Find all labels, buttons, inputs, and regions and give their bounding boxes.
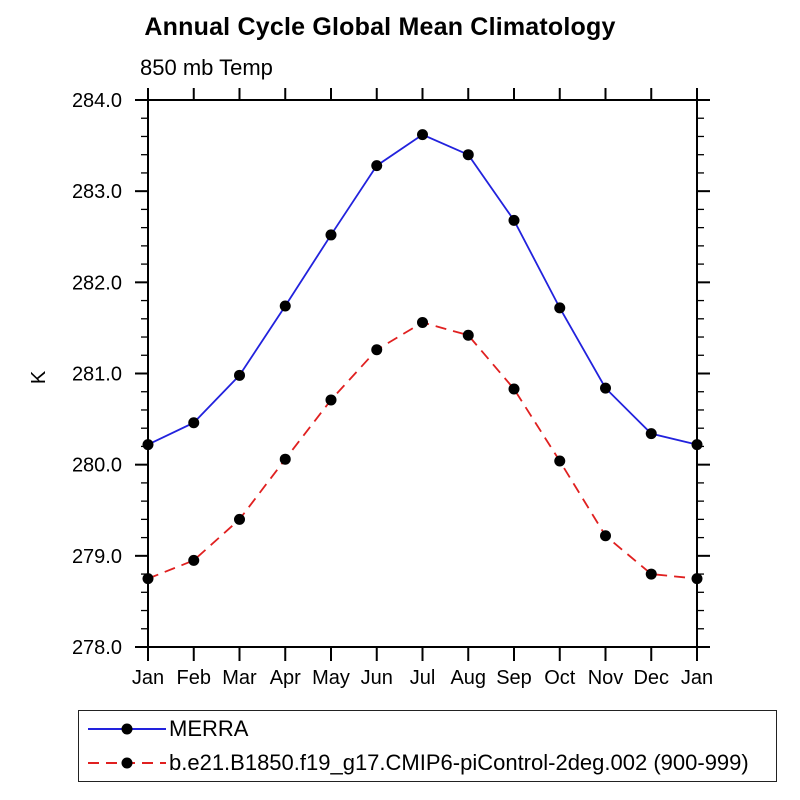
- data-point-marker: [234, 513, 245, 525]
- data-point-marker: [371, 160, 383, 172]
- y-tick-label: 278.0: [72, 637, 122, 659]
- legend-line-model-icon: [88, 757, 166, 769]
- legend-item-merra: MERRA: [79, 713, 776, 745]
- data-point-marker: [691, 573, 703, 585]
- x-tick-label: Jan: [681, 667, 713, 689]
- y-tick-label: 280.0: [72, 455, 122, 477]
- data-point-marker: [279, 453, 291, 465]
- data-point-marker: [508, 214, 520, 226]
- data-point-marker: [279, 300, 291, 312]
- x-tick-label: Sep: [496, 667, 532, 689]
- y-tick-label: 284.0: [72, 90, 122, 112]
- data-point-marker: [462, 149, 474, 161]
- data-point-marker: [508, 383, 520, 395]
- legend-marker-icon: [121, 723, 133, 735]
- data-point-marker: [188, 554, 200, 566]
- data-point-marker: [417, 129, 428, 141]
- series-line-merra: [147, 133, 698, 446]
- data-point-marker: [554, 302, 566, 314]
- data-point-marker: [188, 417, 200, 429]
- data-point-marker: [462, 329, 474, 341]
- data-point-marker: [600, 530, 611, 542]
- data-point-marker: [417, 316, 428, 328]
- y-tick-label: 283.0: [72, 181, 122, 203]
- data-point-marker: [645, 568, 657, 580]
- x-tick-label: Jan: [132, 667, 164, 689]
- data-point-marker: [554, 455, 566, 467]
- x-tick-label: Mar: [222, 667, 257, 689]
- x-tick-label: Jul: [410, 667, 436, 689]
- plot-frame: [147, 99, 698, 648]
- legend-label-merra: MERRA: [169, 716, 249, 741]
- data-point-marker: [371, 344, 383, 356]
- data-point-marker: [142, 439, 154, 451]
- x-tick-label: Feb: [177, 667, 211, 689]
- chart-subtitle: 850 mb Temp: [140, 55, 273, 80]
- legend-label-model: b.e21.B1850.f19_g17.CMIP6-piControl-2deg…: [169, 750, 749, 775]
- data-point-marker: [325, 394, 337, 406]
- x-tick-label: Aug: [450, 667, 486, 689]
- legend-marker-icon: [121, 757, 133, 769]
- data-point-marker: [234, 369, 245, 381]
- x-tick-label: Oct: [544, 667, 576, 689]
- x-tick-label: Apr: [270, 667, 301, 689]
- series-line-model: [147, 321, 698, 580]
- y-tick-label: 282.0: [72, 272, 122, 294]
- chart-title: Annual Cycle Global Mean Climatology: [144, 13, 616, 41]
- legend-line-merra-icon: [88, 723, 166, 735]
- y-tick-label: 281.0: [72, 364, 122, 386]
- x-tick-label: Jun: [361, 667, 393, 689]
- x-tick-label: Nov: [588, 667, 624, 689]
- x-tick-label: May: [312, 667, 350, 689]
- data-point-marker: [142, 573, 154, 585]
- data-point-marker: [691, 439, 703, 451]
- data-point-marker: [645, 428, 657, 440]
- x-tick-label: Dec: [633, 667, 669, 689]
- data-point-marker: [600, 382, 611, 394]
- y-tick-label: 279.0: [72, 546, 122, 568]
- legend: MERRA b.e21.B1850.f19_g17.CMIP6-piContro…: [78, 710, 777, 782]
- data-point-marker: [325, 229, 337, 241]
- legend-item-model: b.e21.B1850.f19_g17.CMIP6-piControl-2deg…: [79, 747, 776, 779]
